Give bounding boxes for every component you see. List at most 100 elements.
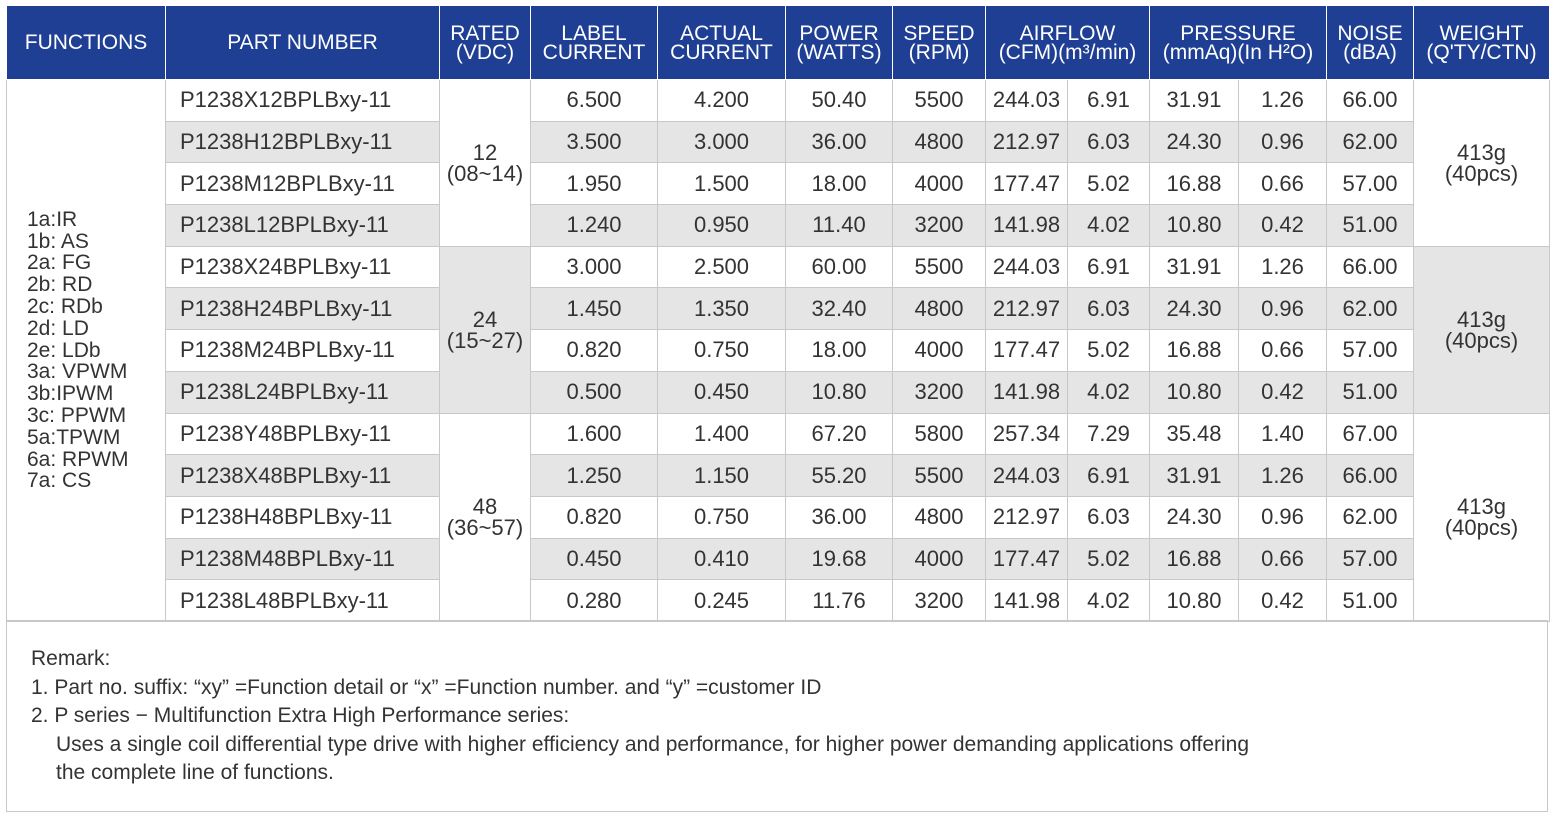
header-text: (RPM) [908, 40, 970, 64]
spec-value: 57.00 [1326, 537, 1414, 581]
spec-value: 57.00 [1326, 329, 1414, 372]
data-row: P1238M48BPLBxy-11 0.450 0.410 19.68 4000 177.… [7, 537, 1550, 581]
spec-value: 2.500 [657, 245, 786, 289]
part-number: P1238M24BPLBxy-11 [165, 329, 440, 372]
spec-value: 10.80 [785, 370, 893, 414]
spec-value: 244.03 [985, 245, 1068, 289]
spec-value: 0.66 [1238, 537, 1327, 581]
spec-value: 31.91 [1149, 454, 1239, 497]
header-text: LABEL [561, 21, 627, 45]
header-cell: SPEED (RPM) [892, 5, 986, 80]
rated-text: (36~57) [446, 515, 524, 541]
spec-value: 1.150 [657, 454, 786, 497]
header-text: CURRENT [542, 40, 646, 64]
spec-value: 5500 [892, 454, 986, 497]
spec-value: 1.350 [657, 287, 786, 331]
spec-value: 24.30 [1149, 120, 1239, 164]
spec-value: 0.96 [1238, 120, 1327, 164]
remark-line: the complete line of functions. [56, 761, 334, 784]
spec-value: 257.34 [985, 412, 1068, 456]
part-number: P1238X24BPLBxy-11 [165, 245, 440, 289]
part-number: P1238L24BPLBxy-11 [165, 370, 440, 414]
header-text: RATED [450, 21, 520, 45]
data-row: P1238L48BPLBxy-11 0.280 0.245 11.76 3200 141.… [7, 579, 1550, 622]
function-text: 5a:TPWM [27, 425, 121, 449]
spec-value: 3.500 [530, 120, 658, 164]
part-number: P1238M12BPLBxy-11 [165, 162, 440, 206]
spec-value: 0.410 [657, 537, 786, 581]
function-text: 2e: LDb [27, 338, 101, 362]
spec-value: 36.00 [785, 120, 893, 164]
spec-value: 36.00 [785, 495, 893, 539]
spec-value: 66.00 [1326, 245, 1414, 289]
spec-value: 212.97 [985, 120, 1068, 164]
data-row: P1238H24BPLBxy-11 1.450 1.350 32.40 4800 212.… [7, 287, 1550, 331]
header-cell: LABEL CURRENT [530, 5, 658, 80]
spec-value: 0.42 [1238, 579, 1327, 622]
spec-value: 5.02 [1067, 329, 1150, 372]
header-text: ACTUAL [680, 21, 763, 45]
weight-cell: 413g (40pcs) [1413, 412, 1550, 622]
weight-text: (40pcs) [1444, 515, 1519, 541]
spec-value: 4000 [892, 162, 986, 206]
part-number: P1238X48BPLBxy-11 [165, 454, 440, 497]
spec-value: 3.000 [530, 245, 658, 289]
remark-line: Remark: [31, 647, 111, 670]
spec-value: 0.66 [1238, 329, 1327, 372]
spec-value: 4800 [892, 495, 986, 539]
spec-value: 0.450 [530, 537, 658, 581]
spec-value: 212.97 [985, 287, 1068, 331]
spec-value: 67.00 [1326, 412, 1414, 456]
spec-value: 10.80 [1149, 204, 1239, 247]
spec-value: 7.29 [1067, 412, 1150, 456]
functions-cell: 1a:IR 1b: AS 2a: FG 2b: RD 2c: RDb 2d: LD 2e: … [6, 79, 166, 622]
header-cell: POWER (WATTS) [785, 5, 893, 80]
header-text: (Q'TY/CTN) [1426, 40, 1537, 64]
header-cell: RATED (VDC) [439, 5, 531, 80]
spec-value: 4.02 [1067, 370, 1150, 414]
function-text: 3a: VPWM [27, 360, 128, 384]
spec-value: 50.40 [785, 79, 893, 122]
spec-value: 62.00 [1326, 287, 1414, 331]
spec-value: 1.26 [1238, 79, 1327, 122]
spec-value: 6.91 [1067, 79, 1150, 122]
spec-value: 3200 [892, 579, 986, 622]
rated-cell: 24 (15~27) [439, 245, 531, 414]
rated-text: (08~14) [446, 160, 524, 186]
part-number: P1238H48BPLBxy-11 [165, 495, 440, 539]
spec-value: 1.500 [657, 162, 786, 206]
header-text: NOISE [1337, 21, 1403, 45]
data-row: P1238H48BPLBxy-11 0.820 0.750 36.00 4800 212.… [7, 495, 1550, 539]
spec-value: 0.950 [657, 204, 786, 247]
spec-value: 10.80 [1149, 370, 1239, 414]
header-cell: PART NUMBER [165, 5, 440, 80]
spec-value: 1.26 [1238, 245, 1327, 289]
spec-value: 5500 [892, 79, 986, 122]
function-text: 2b: RD [27, 273, 93, 297]
function-text: 1b: AS [27, 229, 89, 253]
spec-value: 244.03 [985, 454, 1068, 497]
spec-value: 1.450 [530, 287, 658, 331]
spec-value: 51.00 [1326, 579, 1414, 622]
spec-table-wrap: FUNCTIONS PART NUMBER RATED (VDC) LABEL CURRE… [6, 5, 1550, 622]
spec-value: 5.02 [1067, 162, 1150, 206]
spec-value: 18.00 [785, 329, 893, 372]
spec-value: 0.96 [1238, 495, 1327, 539]
spec-value: 62.00 [1326, 120, 1414, 164]
weight-cell: 413g (40pcs) [1413, 79, 1550, 247]
header-text: (mmAq)(In H²O) [1162, 40, 1314, 64]
spec-table: FUNCTIONS PART NUMBER RATED (VDC) LABEL CURRE… [6, 5, 1550, 622]
spec-value: 32.40 [785, 287, 893, 331]
spec-value: 177.47 [985, 162, 1068, 206]
spec-value: 57.00 [1326, 162, 1414, 206]
remark-box: Remark: 1. Part no. suffix: “xy” =Functio… [6, 620, 1548, 812]
spec-value: 10.80 [1149, 579, 1239, 622]
data-row: P1238X48BPLBxy-11 1.250 1.150 55.20 5500 244.… [7, 454, 1550, 497]
spec-value: 1.40 [1238, 412, 1327, 456]
spec-value: 4000 [892, 329, 986, 372]
spec-value: 177.47 [985, 537, 1068, 581]
function-text: 3c: PPWM [27, 403, 127, 427]
data-row: P1238L12BPLBxy-11 1.240 0.950 11.40 3200 141.… [7, 204, 1550, 247]
spec-value: 6.91 [1067, 454, 1150, 497]
spec-value: 1.600 [530, 412, 658, 456]
